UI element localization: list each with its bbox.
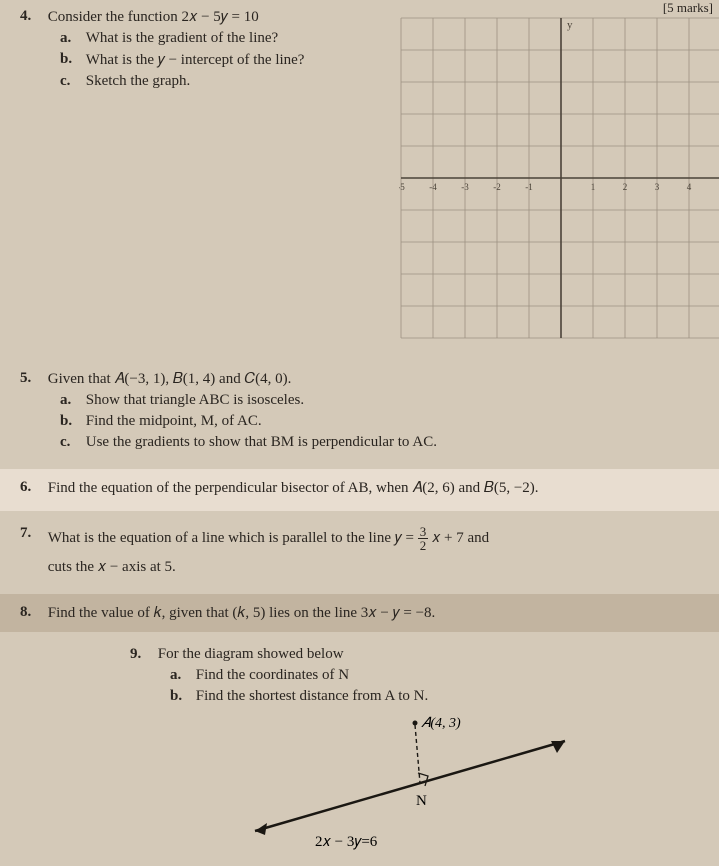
q7-body: What is the equation of a line which is … [48, 525, 697, 576]
question-5: 5. Given that 𝐴(−3, 1), 𝐵(1, 4) and 𝐶(4,… [20, 370, 699, 451]
q5a-text: Show that triangle ABC is isosceles. [86, 392, 699, 409]
q7-frac-num: 3 [418, 525, 429, 539]
svg-text:2𝑥 − 3𝑦=6: 2𝑥 − 3𝑦=6 [315, 834, 378, 850]
q5b-letter: b. [60, 413, 82, 430]
question-6: 6. Find the equation of the perpendicula… [20, 479, 699, 497]
q5b-text: Find the midpoint, M, of AC. [86, 413, 699, 430]
q9a-letter: a. [170, 667, 192, 684]
q4b-letter: b. [60, 51, 82, 68]
svg-text:-1: -1 [525, 182, 533, 192]
q9a-text: Find the coordinates of N [196, 667, 699, 684]
svg-text:1: 1 [591, 182, 596, 192]
q5-part-c: c. Use the gradients to show that BM is … [60, 434, 699, 451]
marks-label: [5 marks] [663, 0, 713, 16]
q4c-letter: c. [60, 73, 82, 90]
q9-diagram: 𝐴(4, 3) N 2𝑥 − 3𝑦=6 [130, 711, 699, 856]
q9-number: 9. [130, 646, 154, 663]
q7-text-b: 𝑥 + 7 and [432, 530, 489, 546]
svg-text:N: N [416, 793, 427, 809]
q7-fraction: 3 2 [418, 525, 429, 552]
q9-part-a: a. Find the coordinates of N [170, 667, 699, 684]
q5-part-a: a. Show that triangle ABC is isosceles. [60, 392, 699, 409]
q9-part-b: b. Find the shortest distance from A to … [170, 688, 699, 705]
svg-text:-2: -2 [493, 182, 501, 192]
q5c-letter: c. [60, 434, 82, 451]
svg-text:3: 3 [655, 182, 660, 192]
q5-part-b: b. Find the midpoint, M, of AC. [60, 413, 699, 430]
q4-number: 4. [20, 8, 44, 25]
q7-text-a: What is the equation of a line which is … [48, 530, 418, 546]
svg-text:-4: -4 [429, 182, 437, 192]
q8-text: Find the value of 𝑘, given that (𝑘, 5) l… [48, 604, 697, 622]
q5-number: 5. [20, 370, 44, 387]
q9b-text: Find the shortest distance from A to N. [196, 688, 699, 705]
q5-stem: Given that 𝐴(−3, 1), 𝐵(1, 4) and 𝐶(4, 0)… [48, 370, 697, 388]
q9b-letter: b. [170, 688, 192, 705]
question-6-band: 6. Find the equation of the perpendicula… [0, 469, 719, 511]
q6-text: Find the equation of the perpendicular b… [48, 479, 697, 497]
q8-number: 8. [20, 604, 44, 621]
q7-number: 7. [20, 525, 44, 542]
q4a-letter: a. [60, 30, 82, 47]
svg-text:-5: -5 [399, 182, 405, 192]
q7-text-c: cuts the 𝑥 − axis at 5. [48, 558, 697, 576]
q5a-letter: a. [60, 392, 82, 409]
q5c-text: Use the gradients to show that BM is per… [86, 434, 699, 451]
svg-text:4: 4 [687, 182, 692, 192]
q6-number: 6. [20, 479, 44, 496]
question-7: 7. What is the equation of a line which … [20, 525, 699, 576]
question-8-band: 8. Find the value of 𝑘, given that (𝑘, 5… [0, 594, 719, 632]
question-9: 9. For the diagram showed below a. Find … [130, 646, 699, 856]
coordinate-grid: -5-4-3-2-112345y [399, 16, 719, 346]
question-8: 8. Find the value of 𝑘, given that (𝑘, 5… [20, 604, 699, 622]
svg-text:y: y [567, 19, 573, 31]
svg-text:2: 2 [623, 182, 628, 192]
q9-stem: For the diagram showed below [158, 646, 697, 663]
svg-text:𝐴(4, 3): 𝐴(4, 3) [421, 716, 461, 731]
svg-text:-3: -3 [461, 182, 469, 192]
q7-frac-den: 2 [418, 539, 429, 552]
